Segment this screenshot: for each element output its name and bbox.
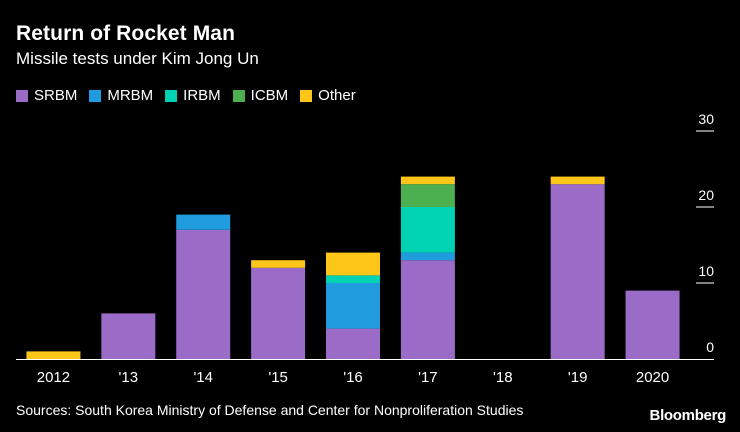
bar-srbm-5 (400, 260, 455, 359)
x-tick-label-7: '19 (568, 369, 588, 386)
bar-mrbm-2 (176, 214, 231, 230)
y-tick-label-20: 20 (698, 187, 714, 203)
bar-srbm-1 (101, 313, 156, 359)
bar-other-4 (326, 252, 380, 276)
x-tick-label-8: 2020 (636, 369, 669, 386)
bar-srbm-7 (550, 184, 605, 359)
legend-item-icbm: ICBM (232, 87, 289, 104)
bar-other-3 (251, 260, 306, 268)
bar-other-0 (26, 351, 81, 359)
legend-label-srbm: SRBM (34, 87, 78, 104)
bar-srbm-2 (176, 229, 231, 359)
chart-subtitle: Missile tests under Kim Jong Un (16, 49, 259, 68)
legend-label-icbm: ICBM (250, 87, 289, 104)
legend-swatch-other (300, 89, 313, 102)
y-tick-label-10: 10 (698, 263, 714, 279)
source-note: Sources: South Korea Ministry of Defense… (16, 402, 524, 418)
legend-item-other: Other (300, 87, 356, 104)
legend-label-other: Other (318, 87, 356, 104)
legend-item-irbm: IRBM (165, 87, 221, 104)
bar-irbm-5 (400, 207, 455, 253)
legend-label-mrbm: MRBM (107, 87, 154, 104)
x-tick-label-2: '14 (193, 369, 213, 386)
chart-title: Return of Rocket Man (16, 22, 236, 45)
bar-other-7 (550, 176, 605, 185)
x-tick-label-6: '18 (493, 369, 513, 386)
x-tick-label-5: '17 (418, 369, 438, 386)
x-tick-label-3: '15 (268, 369, 288, 386)
bar-icbm-5 (400, 184, 455, 207)
x-tick-label-1: '13 (119, 369, 139, 386)
legend: SRBM MRBM IRBM ICBM Other (16, 87, 368, 104)
bar-mrbm-5 (400, 252, 455, 261)
legend-item-srbm: SRBM (16, 87, 77, 104)
x-tick-label-0: 2012 (37, 369, 70, 386)
bar-other-5 (400, 176, 455, 185)
brand-logo: Bloomberg (649, 407, 727, 424)
y-tick-label-30: 30 (698, 111, 714, 127)
legend-label-irbm: IRBM (183, 87, 221, 104)
bar-srbm-4 (326, 328, 380, 359)
legend-swatch-icbm (232, 89, 245, 102)
legend-swatch-srbm (16, 89, 28, 102)
bar-srbm-8 (625, 290, 680, 359)
bar-mrbm-4 (326, 283, 380, 329)
legend-swatch-irbm (165, 89, 178, 102)
y-tick-label-0: 0 (706, 339, 714, 355)
legend-swatch-mrbm (89, 89, 102, 102)
bar-irbm-4 (326, 275, 380, 283)
bar-srbm-3 (251, 267, 306, 359)
x-tick-label-4: '16 (343, 369, 363, 386)
legend-item-mrbm: MRBM (89, 87, 153, 104)
